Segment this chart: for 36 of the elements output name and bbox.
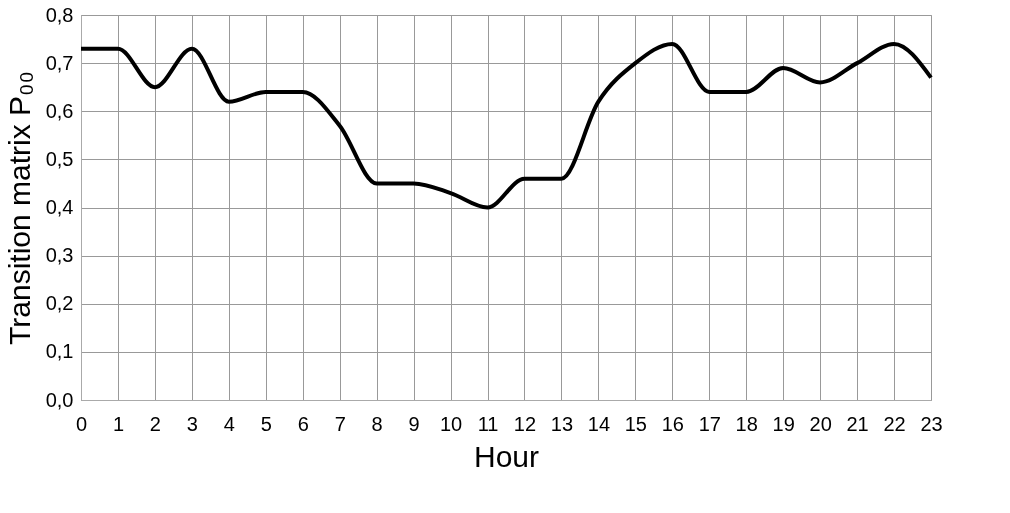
- x-tick-label: 16: [661, 412, 684, 435]
- x-tick-label: 12: [513, 412, 537, 435]
- x-tick-label: 8: [371, 412, 383, 435]
- x-tick-label: 6: [297, 412, 309, 435]
- x-tick-label: 1: [112, 412, 125, 435]
- x-tick-label: 5: [260, 412, 272, 435]
- y-tick-label: 0,8: [45, 3, 74, 26]
- y-tick-label: 0,1: [45, 340, 74, 363]
- x-tick-label: 10: [439, 412, 463, 435]
- x-tick-label: 19: [772, 412, 795, 435]
- x-tick-label: 14: [587, 412, 611, 435]
- y-tick-label: 0,4: [45, 196, 74, 218]
- y-tick-label: 0,6: [45, 99, 74, 122]
- x-tick-label: 0: [75, 412, 88, 435]
- y-tick-label: 0,2: [45, 292, 74, 315]
- y-tick-label: 0,0: [45, 388, 74, 411]
- x-tick-label: 13: [550, 412, 574, 435]
- y-tick-label: 0,5: [45, 147, 74, 170]
- x-tick-label: 21: [846, 412, 869, 435]
- x-tick-label: 3: [186, 412, 198, 435]
- x-tick-label: 7: [334, 412, 346, 435]
- x-tick-label: 22: [883, 412, 906, 435]
- y-tick-label: 0,3: [45, 244, 74, 267]
- x-tick-label: 20: [809, 412, 832, 435]
- x-tick-label: 9: [408, 412, 420, 435]
- x-tick-label: 18: [735, 412, 758, 435]
- x-axis-title: Hour: [473, 439, 540, 473]
- x-tick-label: 11: [477, 412, 499, 435]
- x-tick-label: 15: [624, 412, 647, 435]
- x-tick-label: 4: [223, 412, 235, 435]
- x-tick-label: 2: [149, 412, 161, 435]
- y-axis-title: Transition matrix P₀₀: [2, 71, 36, 345]
- x-tick-label: 17: [698, 412, 721, 435]
- y-tick-label: 0,7: [45, 51, 74, 74]
- line-series: [79, 41, 933, 210]
- x-tick-label: 23: [920, 412, 943, 435]
